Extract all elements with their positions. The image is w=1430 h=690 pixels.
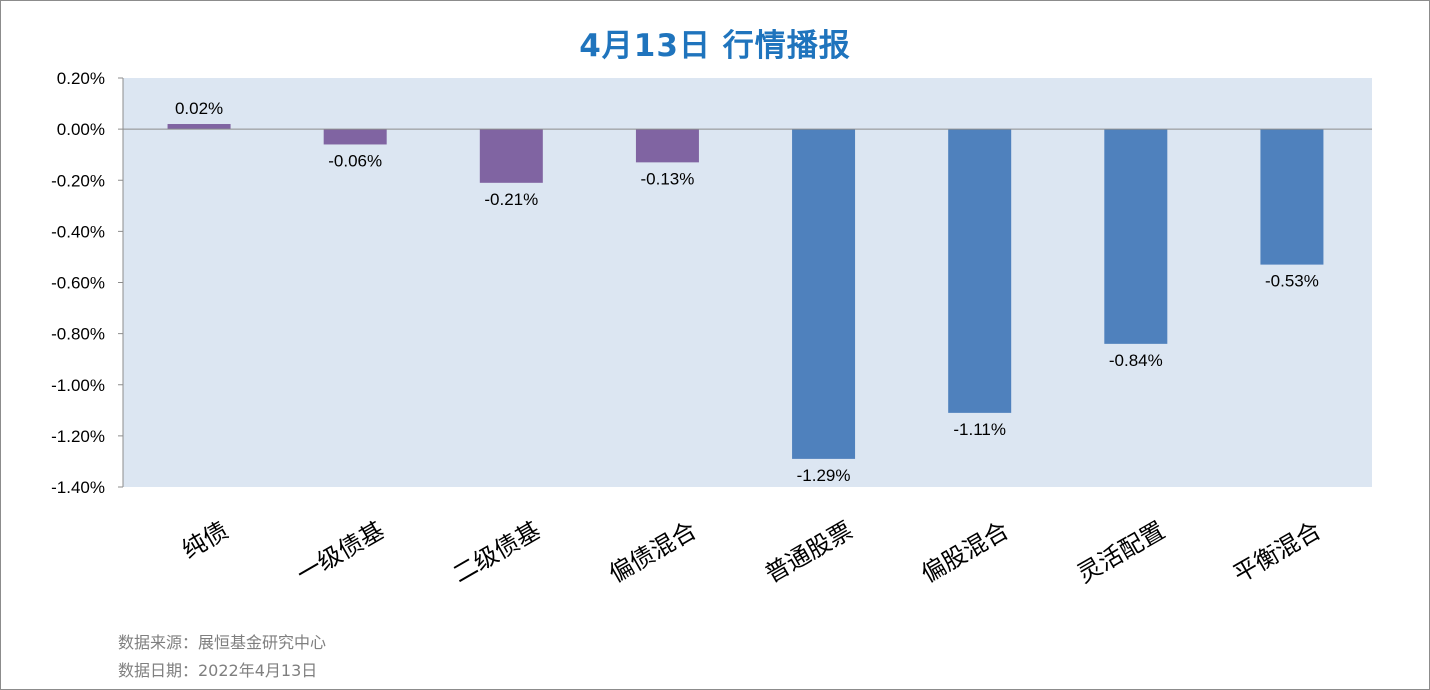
category-label: 一级债基 <box>292 516 389 588</box>
bar-data-label: -0.13% <box>641 169 695 188</box>
y-tick-label: -1.20% <box>51 427 105 446</box>
data-date-note: 数据日期：2022年4月13日 <box>118 661 318 680</box>
category-label: 偏债混合 <box>604 516 701 588</box>
bar <box>323 129 387 145</box>
category-labels-layer: 纯债 一级债基 二级债基 偏债混合 普通股票 偏股混合 灵活配置 平衡混合 <box>177 516 1325 588</box>
category-label: 平衡混合 <box>1229 516 1326 588</box>
data-source-note: 数据来源：展恒基金研究中心 <box>118 633 327 652</box>
plot-area <box>123 78 1372 487</box>
y-ticks-layer: 0.20% 0.00% -0.20% -0.40% -0.60% -0.80% -1.00%… <box>51 69 123 497</box>
y-tick-label: -0.60% <box>51 274 105 293</box>
bar <box>1104 129 1168 344</box>
y-tick-label: 0.20% <box>57 69 105 88</box>
y-tick-label: -0.80% <box>51 325 105 344</box>
category-label: 二级债基 <box>448 516 545 588</box>
category-label: 纯债 <box>177 516 233 564</box>
bar <box>635 129 699 163</box>
y-tick-label: -1.00% <box>51 376 105 395</box>
chart-title: 4月13日 行情播报 <box>579 28 851 64</box>
data-labels-layer: 0.02% -0.06% -0.21% -0.13% -1.29% -1.11% -0.84… <box>175 99 1319 485</box>
bar <box>948 129 1012 413</box>
bar <box>1260 129 1324 265</box>
bar-data-label: -0.84% <box>1109 351 1163 370</box>
bar-data-label: -1.11% <box>953 420 1006 439</box>
bar-data-label: -0.53% <box>1265 272 1319 291</box>
bar-data-label: -1.29% <box>797 466 851 485</box>
category-label: 偏股混合 <box>916 516 1013 588</box>
y-tick-label: -0.20% <box>51 171 105 190</box>
y-tick-label: -0.40% <box>51 222 105 241</box>
category-label: 灵活配置 <box>1072 516 1169 588</box>
y-tick-label: 0.00% <box>57 120 105 139</box>
bar-data-label: 0.02% <box>175 99 223 118</box>
y-tick-label: -1.40% <box>51 478 105 497</box>
category-label: 普通股票 <box>760 516 857 588</box>
bar <box>792 129 856 459</box>
bar <box>479 129 543 183</box>
bar-data-label: -0.21% <box>484 190 538 209</box>
bar <box>167 124 231 130</box>
bars-layer <box>167 124 1324 459</box>
bar-data-label: -0.06% <box>328 151 382 170</box>
